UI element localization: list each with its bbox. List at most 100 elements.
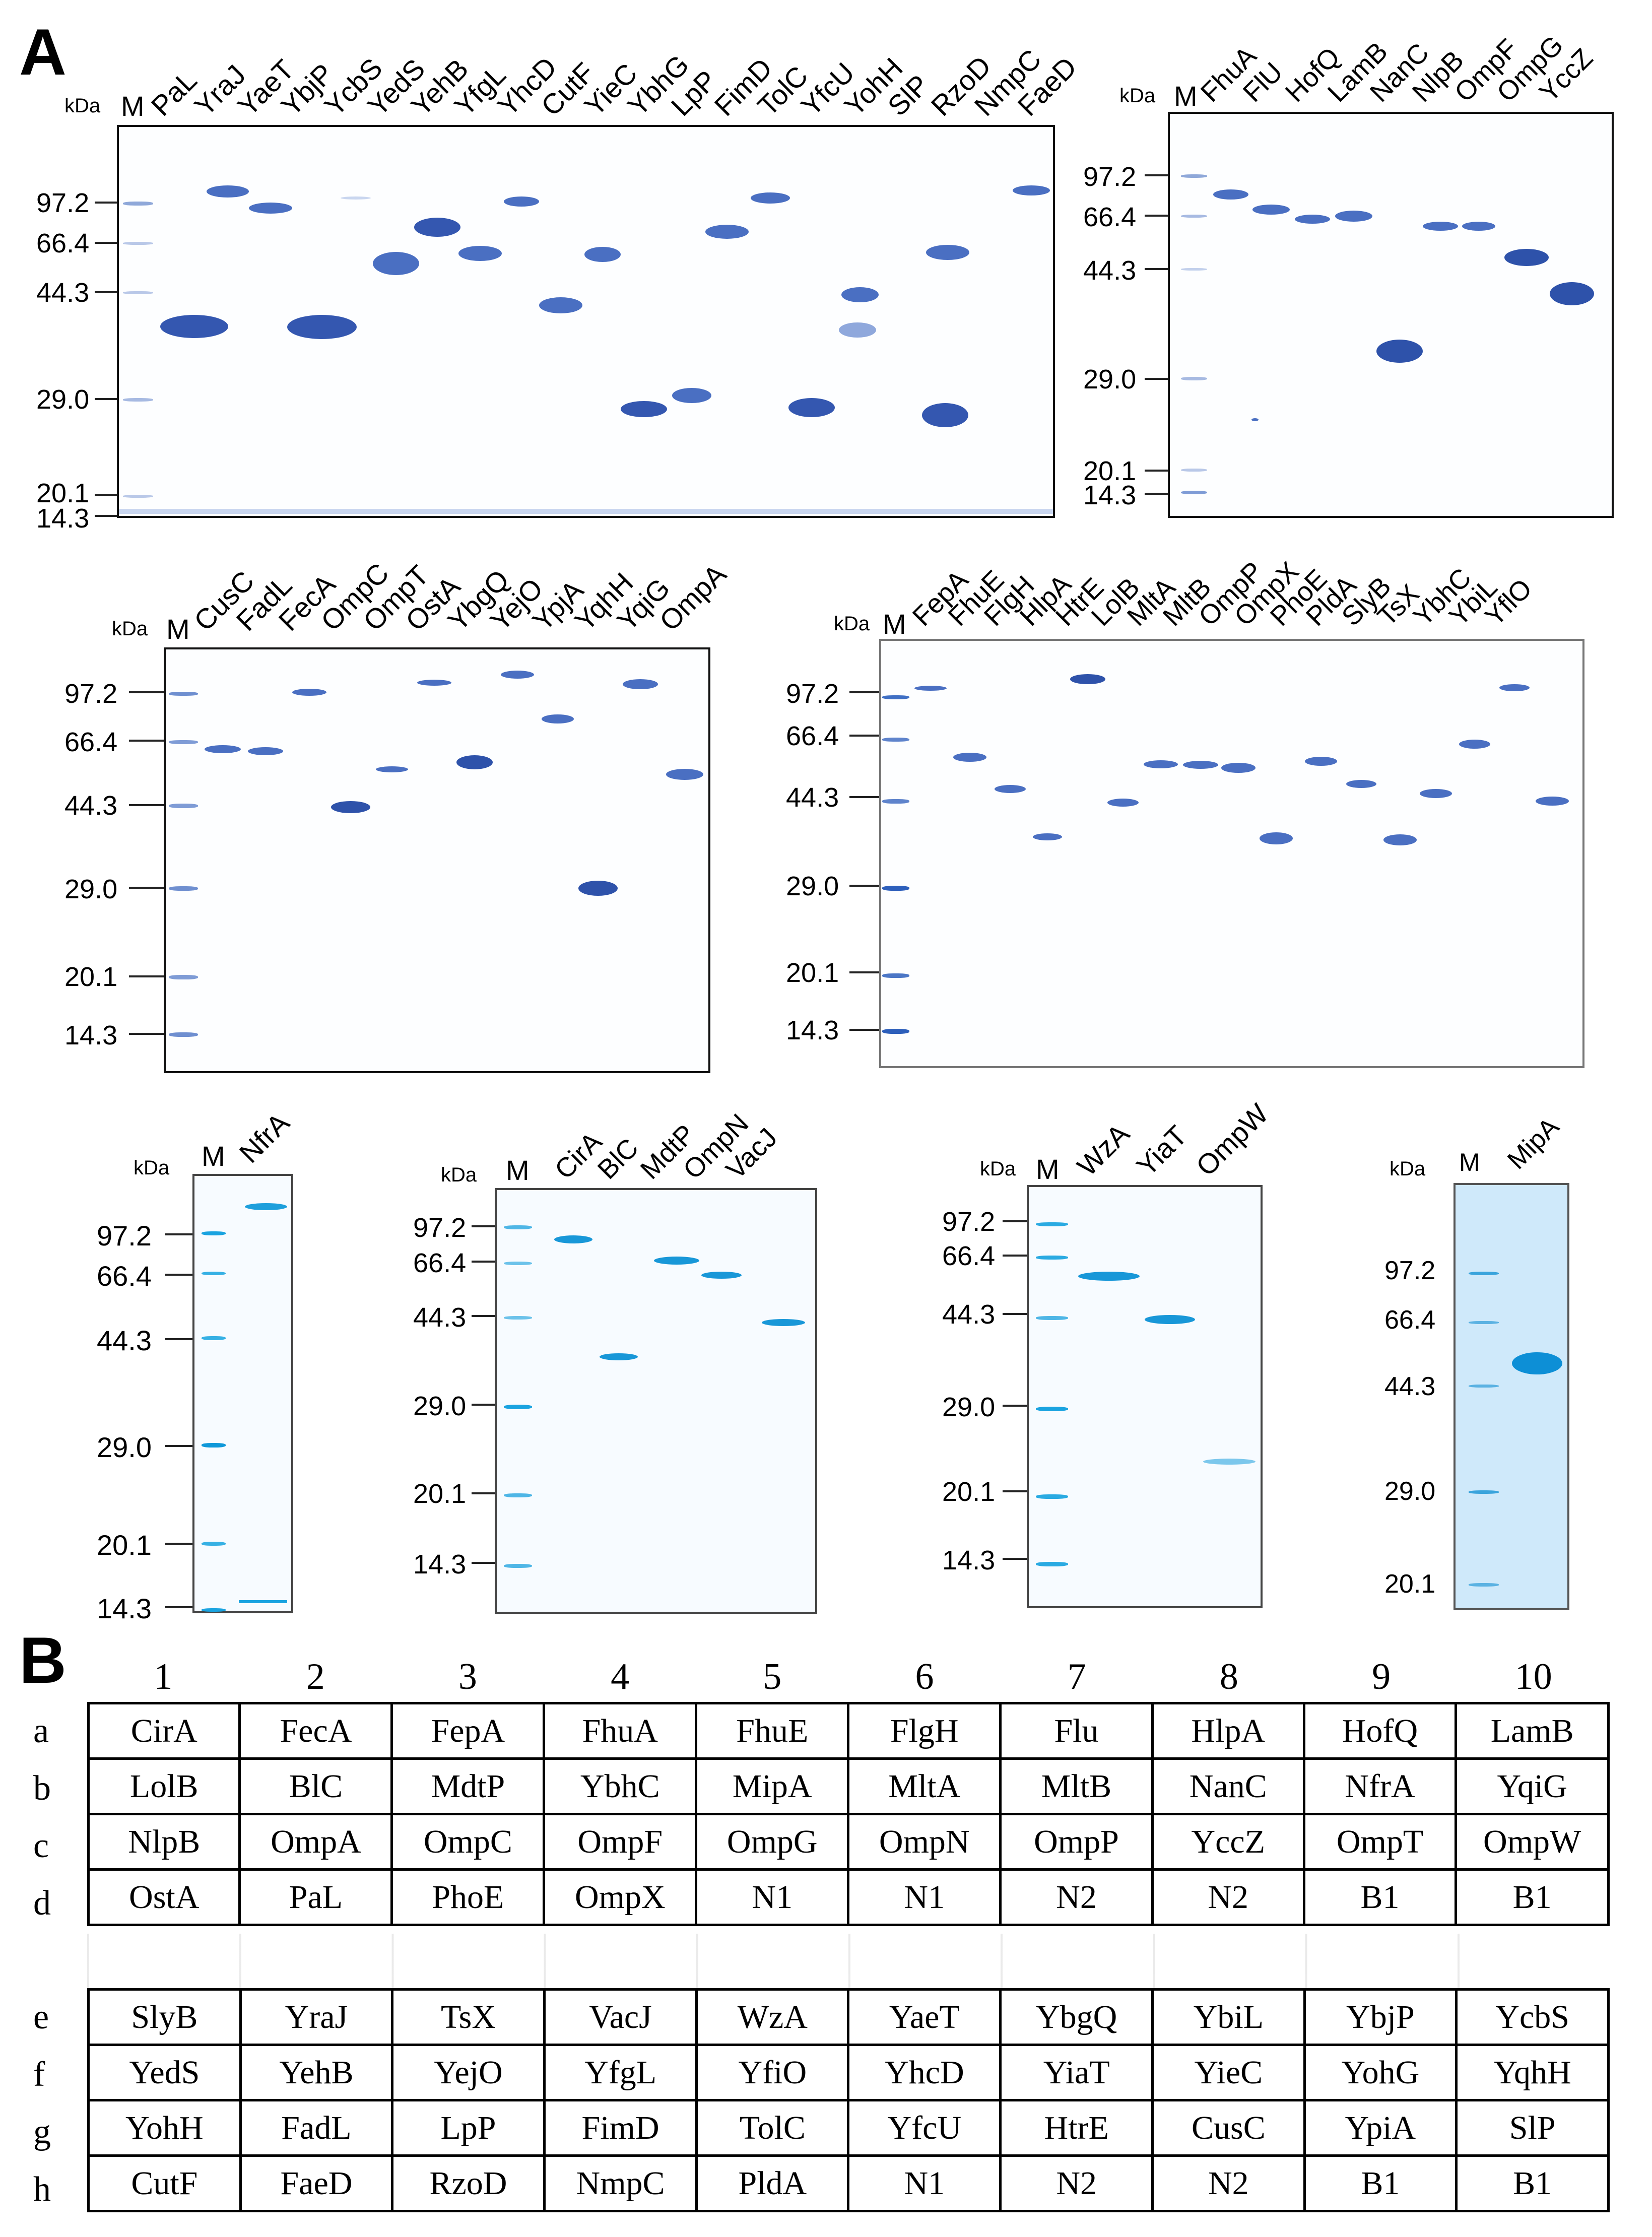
gel2-marker-29: 29.0 [1083,364,1137,394]
plate-column-number: 10 [1514,1656,1552,1697]
gel1-tick [95,291,117,293]
gel5-tick [165,1274,192,1276]
gel5-tick [165,1543,192,1545]
gel7-marker-14: 14.3 [942,1545,996,1575]
gel3-protein-band [578,881,618,896]
plate-cell: FhuE [695,1702,850,1760]
plate-column-number: 3 [458,1656,477,1697]
gel5-marker-29: 29.0 [97,1431,152,1463]
plate-column-number: 1 [154,1656,173,1697]
gel3-marker-29: 29.0 [64,874,118,904]
gel3-protein-band [205,745,241,753]
gel4-marker-44: 44.3 [786,782,839,813]
gel2-protein-band [1504,249,1549,266]
panel-label-b: B [19,1623,67,1697]
gel2-marker-44: 44.3 [1083,255,1137,286]
plate-cell: B1 [1303,2154,1458,2212]
gel1-protein-band [207,185,249,198]
gel3-marker-97: 97.2 [64,679,118,709]
gel6-marker-44: 44.3 [413,1302,467,1333]
gel6-marker-66: 66.4 [413,1248,467,1278]
gel1-protein-band [504,196,539,207]
gel3-protein-band [248,747,283,755]
plate-cell: RzoD [391,2154,546,2212]
gel3-tick [129,740,164,742]
plate-cell: HtrE [999,2099,1154,2157]
gel3 [164,647,710,1073]
gel5-marker-20: 20.1 [97,1529,152,1561]
plate-cell: OmpP [999,1813,1154,1871]
gel1-protein-band [539,297,582,313]
plate-row-d: OstA PaL PhoE OmpX N1 N1 N2 N2 B1 B1 [87,1868,1610,1926]
gel1-protein-band [788,398,835,417]
gel7 [1027,1185,1263,1608]
plate-row-letter: e [33,1998,49,2036]
gel7-lane-label: WzA [1071,1117,1136,1182]
plate-cell: WzA [695,1988,850,2046]
plate-cell: B1 [1455,2154,1610,2212]
plate-cell: YohH [87,2099,242,2157]
gel2-protein-band [1550,282,1594,305]
gel3-tick [129,804,164,806]
plate-cell: YfcU [847,2099,1002,2157]
plate-cell: YfiO [695,2044,850,2101]
gel2-protein-band [1376,340,1423,363]
gel4-marker-29: 29.0 [786,871,839,901]
gel6-protein-band [554,1235,592,1243]
gel1-protein-band [922,403,968,427]
gel1-lane-label: PaL [145,64,203,122]
gel6-protein-band [701,1272,742,1279]
plate-cell: Flu [999,1702,1154,1760]
gel5-marker-44: 44.3 [97,1325,152,1356]
marker-lane-label-gel3: M [166,613,190,645]
plate-row-c: NlpB OmpA OmpC OmpF OmpG OmpN OmpP YccZ OmpT OmpW [87,1813,1610,1871]
gel2-tick [1145,268,1168,270]
plate-cell: YhcD [847,2044,1002,2101]
gel4-protein-band [1144,760,1178,768]
gel2-protein-band [1335,211,1372,222]
kda-label-gel1: kDa [64,95,101,117]
plate-cell: OmpF [543,1813,698,1871]
gel7-protein-band [1078,1272,1140,1281]
gel1-marker-97: 97.2 [36,188,90,218]
plate-cell: OmpT [1302,1813,1458,1871]
gel4-protein-band [1346,780,1376,788]
gel5 [192,1174,293,1613]
kda-label-gel6: kDa [441,1164,477,1186]
gel3-protein-band [376,766,408,772]
plate-column-number: 6 [915,1656,934,1697]
gel5-marker-97: 97.2 [97,1220,152,1252]
plate-cell: FecA [238,1702,393,1760]
gel3-marker-44: 44.3 [64,791,118,821]
plate-column-number: 8 [1219,1656,1238,1697]
plate-column-number: 9 [1372,1656,1391,1697]
plate-cell: FimD [543,2099,698,2157]
gel7-marker-44: 44.3 [942,1299,996,1330]
plate-cell: MltA [847,1757,1002,1815]
gel1-marker-14: 14.3 [36,503,90,534]
plate-cell: YccZ [1151,1813,1305,1871]
plate-cell: N2 [1151,1868,1305,1926]
gel7-tick [1003,1405,1027,1407]
plate-cell: LamB [1455,1702,1610,1760]
panel-label-a: A [19,15,67,89]
plate-cell: FadL [239,2099,394,2157]
gel4-protein-band [1305,757,1337,766]
plate-cell: N2 [1151,2154,1306,2212]
plate-row-letter: b [33,1769,51,1808]
gel2-tick [1145,378,1168,380]
gel3-marker-66: 66.4 [64,727,118,757]
gel5-tick [165,1233,192,1235]
plate-cell: NlpB [87,1813,241,1871]
gel7-tick [1003,1313,1027,1315]
plate-cell: YbiL [1151,1988,1306,2046]
plate-cell: YieC [1151,2044,1306,2101]
gel7-marker-66: 66.4 [942,1241,996,1271]
gel4-protein-band [953,753,986,762]
plate-cell: YbhC [543,1757,698,1815]
plate-cell: FaeD [239,2154,394,2212]
plate-cell: NmpC [543,2154,698,2212]
gel4-protein-band [1383,834,1417,845]
plate-cell: MdtP [390,1757,546,1815]
gel7-lane-label: YiaT [1130,1119,1194,1182]
